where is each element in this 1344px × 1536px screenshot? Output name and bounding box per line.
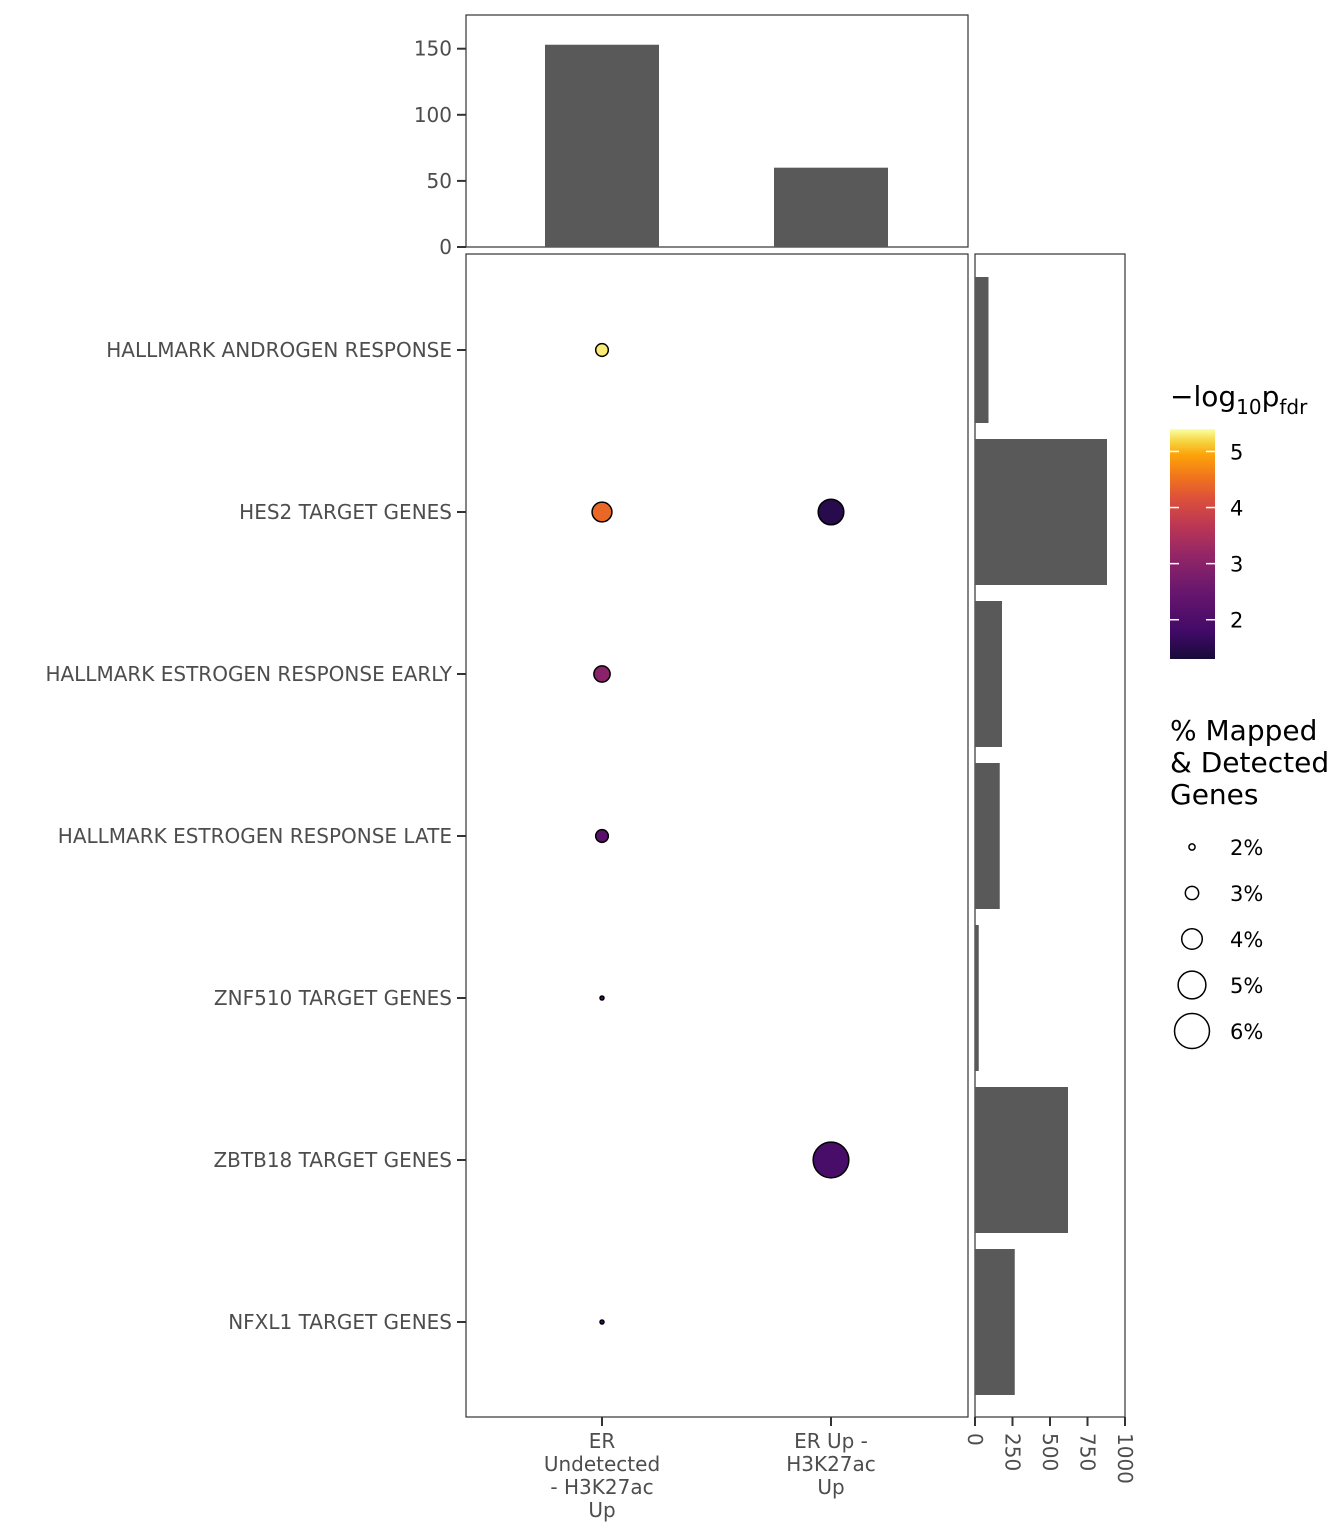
colorbar-tick-label: 2 <box>1230 609 1243 633</box>
x-tick-label-line: Up <box>817 1475 844 1499</box>
size-legend-label: 4% <box>1230 928 1263 952</box>
color-legend-title-sub: 10 <box>1236 395 1261 419</box>
top-y-tick-label: 150 <box>414 37 452 61</box>
side-bar-6 <box>975 1087 1068 1233</box>
x-tick-label-line: Up <box>588 1498 615 1522</box>
size-legend-title-line-1: % Mapped <box>1170 714 1317 747</box>
dot-point-2 <box>591 501 613 523</box>
y-tick-label: NFXL1 TARGET GENES <box>228 1310 452 1334</box>
top-y-tick-label: 100 <box>414 103 452 127</box>
top-y-tick-label: 50 <box>427 169 452 193</box>
top-y-tick-label: 0 <box>439 235 452 259</box>
size-legend-key-4% <box>1180 927 1204 951</box>
top-panel-border <box>465 14 969 248</box>
dot-point-3 <box>817 498 845 526</box>
size-legend-key-3% <box>1184 885 1200 901</box>
x-tick-label-line: ER <box>589 1429 616 1453</box>
size-legend-label: 2% <box>1230 836 1263 860</box>
x-tick-label-line: H3K27ac <box>786 1452 876 1476</box>
y-tick-label: HALLMARK ESTROGEN RESPONSE EARLY <box>45 662 452 686</box>
size-legend-label: 3% <box>1230 882 1263 906</box>
x-tick-label-line: ER Up - <box>794 1429 868 1453</box>
side-x-tick-label: 750 <box>1076 1433 1100 1471</box>
size-legend-key-2% <box>1188 843 1196 851</box>
size-legend-label: 5% <box>1230 974 1263 998</box>
size-legend-label: 6% <box>1230 1020 1263 1044</box>
side-bar-panel: 0 250 500 750 1000 <box>963 253 1137 1484</box>
main-panel-border <box>465 253 969 1418</box>
side-x-tick-label: 500 <box>1038 1433 1062 1471</box>
color-legend-title-psub: fdr <box>1279 395 1308 419</box>
y-tick-label: HES2 TARGET GENES <box>239 500 452 524</box>
color-legend-title-p: p <box>1262 380 1280 413</box>
side-x-tick-label: 250 <box>1001 1433 1025 1471</box>
x-tick-label-line: - H3K27ac <box>550 1475 653 1499</box>
colorbar <box>1170 429 1215 659</box>
colorbar-tick-label: 3 <box>1230 553 1243 577</box>
dot-point-6 <box>599 995 605 1001</box>
color-legend-title: −log10pfdr <box>1170 380 1308 419</box>
colorbar-tick-label: 5 <box>1230 440 1243 464</box>
size-legend-key-6% <box>1173 1012 1211 1050</box>
x-tick-label: ER Up -H3K27ac Up <box>786 1429 876 1499</box>
color-legend: −log10pfdr 5 4 3 2 <box>1170 380 1308 659</box>
dot-point-1 <box>594 342 610 358</box>
side-bar-5 <box>975 925 979 1071</box>
size-legend-title-line-3: Genes <box>1170 778 1258 811</box>
size-legend: % Mapped & Detected Genes 2% 3% 4% 5% 6% <box>1170 714 1338 1050</box>
x-tick-label: ER Undetected - H3K27ac Up <box>544 1429 660 1522</box>
dot-point-7 <box>812 1141 850 1179</box>
dot-point-4 <box>593 665 611 683</box>
y-tick-label: ZNF510 TARGET GENES <box>214 986 452 1010</box>
size-legend-key-5% <box>1177 970 1207 1000</box>
dot-point-8 <box>599 1319 605 1325</box>
y-tick-label: ZBTB18 TARGET GENES <box>213 1148 452 1172</box>
size-legend-title-line-2: & Detected <box>1170 746 1329 779</box>
side-bar-7 <box>975 1249 1015 1395</box>
y-tick-label: HALLMARK ANDROGEN RESPONSE <box>106 338 452 362</box>
color-legend-title-main: −log <box>1170 380 1236 413</box>
x-tick-label-line: Undetected <box>544 1452 660 1476</box>
side-x-tick-label: 1000 <box>1113 1433 1137 1484</box>
size-legend-title: % Mapped & Detected Genes <box>1170 714 1338 811</box>
side-bar-1 <box>975 277 989 423</box>
y-tick-label: HALLMARK ESTROGEN RESPONSE LATE <box>58 824 452 848</box>
colorbar-tick-label: 4 <box>1230 497 1243 521</box>
top-bar-2 <box>774 167 888 247</box>
dot-plot-panel: HALLMARK ANDROGEN RESPONSE HES2 TARGET GE… <box>45 253 969 1522</box>
side-bar-3 <box>975 601 1002 747</box>
side-bar-2 <box>975 439 1107 585</box>
dot-point-5 <box>594 828 610 844</box>
side-bar-4 <box>975 763 1000 909</box>
top-bar-panel: 0 50 100 150 <box>414 14 969 259</box>
side-x-tick-label: 0 <box>963 1433 987 1446</box>
top-bar-1 <box>545 44 659 247</box>
